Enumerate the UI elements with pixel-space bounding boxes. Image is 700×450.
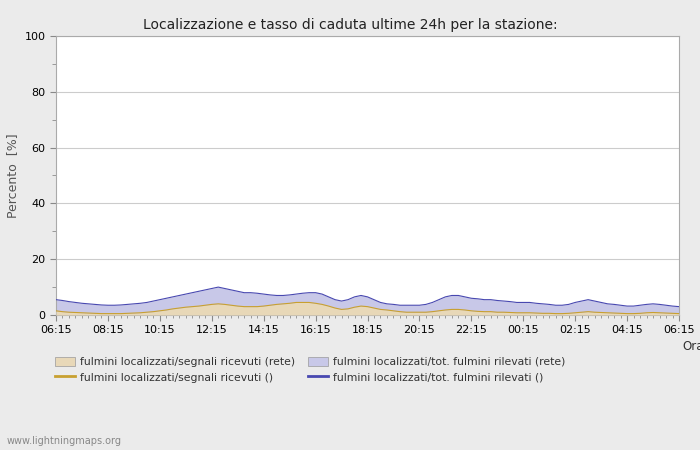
Y-axis label: Percento  [%]: Percento [%] (6, 133, 19, 218)
Legend: fulmini localizzati/segnali ricevuti (rete), fulmini localizzati/segnali ricevut: fulmini localizzati/segnali ricevuti (re… (55, 357, 566, 382)
Text: www.lightningmaps.org: www.lightningmaps.org (7, 436, 122, 446)
Text: Orario: Orario (682, 340, 700, 353)
Text: Localizzazione e tasso di caduta ultime 24h per la stazione:: Localizzazione e tasso di caduta ultime … (143, 18, 557, 32)
